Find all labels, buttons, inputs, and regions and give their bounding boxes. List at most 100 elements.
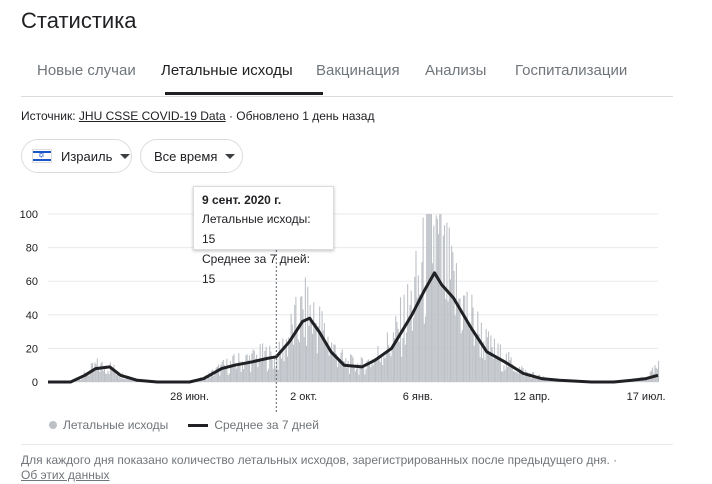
daily-deaths-bar	[432, 263, 434, 382]
daily-deaths-bar	[512, 371, 515, 382]
daily-deaths-bar	[271, 359, 273, 382]
daily-deaths-bar	[418, 294, 421, 382]
daily-deaths-bar	[397, 328, 399, 382]
daily-deaths-bar	[308, 325, 310, 382]
daily-deaths-bar	[231, 364, 233, 382]
daily-deaths-bar	[490, 335, 492, 382]
daily-deaths-bar	[502, 371, 504, 382]
daily-deaths-bar	[364, 374, 366, 382]
daily-deaths-bar	[527, 371, 529, 382]
daily-deaths-bar	[303, 337, 305, 382]
daily-deaths-bar	[423, 323, 425, 382]
tab-new-cases[interactable]: Новые случаи	[37, 62, 136, 79]
daily-deaths-bar	[130, 378, 132, 382]
chart-tooltip: 9 сент. 2020 г. Летальные исходы: 15 Сре…	[193, 186, 334, 286]
daily-deaths-bar	[277, 369, 279, 382]
daily-deaths-bar	[329, 349, 331, 382]
daily-deaths-bar	[359, 363, 361, 382]
daily-deaths-bar	[219, 375, 221, 382]
footnote: Для каждого дня показано количество лета…	[21, 453, 618, 482]
daily-deaths-bar	[506, 366, 509, 382]
daily-deaths-bar	[124, 378, 126, 382]
daily-deaths-bar	[321, 311, 323, 382]
daily-deaths-bar	[383, 356, 385, 382]
daily-deaths-bar	[325, 343, 327, 382]
daily-deaths-bar	[518, 366, 520, 382]
daily-deaths-bar	[317, 326, 320, 382]
daily-deaths-bar	[234, 362, 236, 382]
tooltip-average: Среднее за 7 дней: 15	[202, 252, 310, 286]
about-data-link[interactable]: Об этих данных	[21, 468, 110, 482]
daily-deaths-bar	[310, 317, 312, 382]
daily-deaths-bar	[278, 341, 280, 382]
daily-deaths-bar	[508, 351, 510, 382]
tab-vaccination[interactable]: Вакцинация	[316, 62, 400, 79]
daily-deaths-bar	[451, 245, 453, 382]
daily-deaths-bar	[480, 322, 482, 382]
daily-deaths-bar	[493, 338, 496, 382]
region-dropdown[interactable]: ✡ Израиль	[21, 139, 132, 173]
daily-deaths-bar	[520, 369, 522, 382]
daily-deaths-bar	[290, 313, 292, 382]
daily-deaths-bar	[421, 262, 423, 382]
daily-deaths-bar	[127, 378, 129, 382]
daily-deaths-bar	[339, 362, 341, 382]
daily-deaths-bar	[436, 218, 438, 382]
daily-deaths-bar	[216, 366, 218, 382]
daily-deaths-bar	[491, 347, 493, 382]
seven-day-average-line	[48, 271, 659, 384]
daily-deaths-bar	[462, 295, 465, 382]
daily-deaths-bar	[220, 364, 222, 382]
daily-deaths-bar	[227, 375, 229, 382]
x-tick-label: 6 янв.	[403, 391, 433, 403]
israel-flag-icon: ✡	[32, 149, 52, 163]
deaths-chart[interactable]: 0 20 40 60 80 100 28 июн. 2 окт. 6 янв. 12 апр. 1…	[0, 180, 712, 412]
daily-deaths-bar	[347, 360, 349, 382]
daily-deaths-bar	[348, 373, 350, 382]
y-tick-label: 0	[32, 377, 38, 389]
x-tick-label: 2 окт.	[290, 391, 317, 403]
daily-deaths-bar	[398, 341, 400, 382]
daily-deaths-bar	[243, 369, 245, 382]
daily-deaths-bar	[128, 377, 130, 382]
daily-deaths-bar	[288, 337, 290, 382]
daily-deaths-bar	[259, 344, 261, 382]
daily-deaths-bar	[472, 307, 474, 382]
daily-deaths-bar	[350, 354, 352, 382]
daily-deaths-bar	[492, 358, 494, 382]
daily-deaths-bar	[326, 347, 328, 382]
daily-deaths-bar	[209, 377, 211, 382]
period-dropdown[interactable]: Все время	[140, 139, 243, 173]
tab-hospitalizations[interactable]: Госпитализации	[515, 62, 628, 79]
tab-tests[interactable]: Анализы	[425, 62, 487, 79]
daily-deaths-bar	[385, 354, 387, 382]
daily-deaths-bar	[366, 360, 368, 382]
daily-deaths-bar	[530, 378, 532, 382]
daily-deaths-bar	[332, 353, 334, 382]
daily-deaths-bar	[384, 358, 386, 382]
daily-deaths-bar	[256, 354, 258, 382]
daily-deaths-bar	[270, 351, 272, 382]
daily-deaths-bar	[294, 304, 296, 382]
page-title: Статистика	[21, 8, 137, 33]
daily-deaths-bar	[466, 291, 468, 382]
daily-deaths-bar	[297, 339, 299, 382]
daily-deaths-bar	[464, 295, 466, 382]
tab-deaths[interactable]: Летальные исходы	[161, 62, 293, 79]
daily-deaths-bar	[367, 359, 369, 382]
daily-deaths-bar	[284, 346, 286, 382]
daily-deaths-bar	[515, 372, 517, 382]
daily-deaths-bar	[428, 214, 430, 382]
daily-deaths-bar	[452, 252, 454, 382]
daily-deaths-bar	[388, 345, 390, 382]
daily-deaths-bar	[357, 363, 359, 382]
source-prefix: Источник:	[21, 109, 76, 123]
daily-deaths-bar	[76, 380, 78, 382]
daily-deaths-bar	[373, 358, 375, 382]
daily-deaths-bar	[246, 354, 248, 382]
source-link[interactable]: JHU CSSE COVID-19 Data	[78, 109, 226, 123]
daily-deaths-bar	[99, 371, 101, 382]
daily-deaths-bar	[416, 297, 418, 382]
daily-deaths-bar	[640, 379, 642, 382]
x-tick-label: 12 апр.	[514, 391, 551, 403]
